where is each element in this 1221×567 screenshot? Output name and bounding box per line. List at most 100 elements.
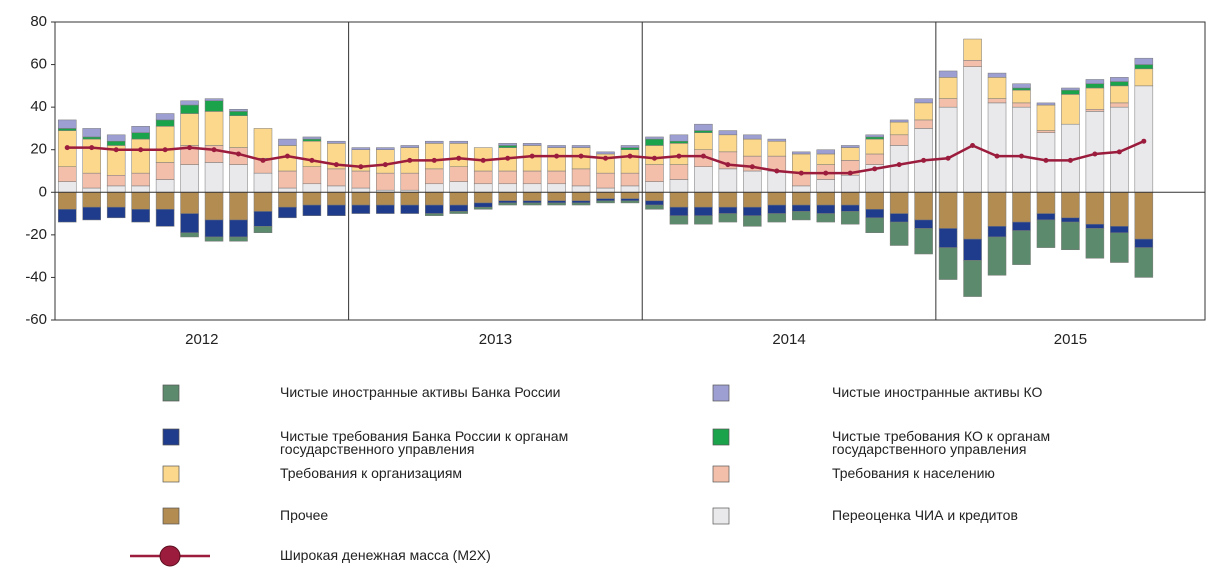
bar-segment [596,198,615,202]
bar-segment [131,126,150,133]
bar-segment [82,187,101,193]
bar-segment [865,153,884,165]
bar-segment [229,164,248,193]
bar-segment [522,183,542,193]
bar-segment [669,164,689,180]
line-marker [187,145,193,151]
bar-segment [204,236,224,242]
bar-segment [229,219,248,238]
bar-segment [718,168,738,193]
bar-segment [767,204,787,214]
bar-segment [57,128,77,131]
bar-segment [1110,226,1129,233]
bar-segment [767,213,787,223]
line-marker [651,155,657,161]
bar-segment [816,153,835,165]
bar-segment [278,138,297,146]
bar-segment [620,149,640,174]
y-tick-label: 60 [30,56,47,73]
bar-segment [131,185,150,193]
line-marker [554,153,560,159]
bar-segment [327,185,346,193]
bar-segment [645,181,664,193]
bar-segment [596,151,615,155]
bar-segment [1110,81,1129,87]
bar-segment [106,185,126,193]
bar-segment [596,200,615,204]
bar-segment [376,147,395,150]
bar-segment [498,143,517,146]
bar-segment [767,192,787,206]
bar-segment [620,200,640,204]
line-marker [89,145,95,151]
bar-segment [938,98,958,108]
bar-segment [180,164,199,193]
bar-segment [302,136,322,140]
bar-segment [669,134,689,142]
bar-segment [1012,87,1031,91]
bar-segment [522,202,542,206]
line-marker [603,155,609,161]
bar-segment [547,200,566,204]
legend-label: Требования к населению [832,465,995,481]
bar-segment [865,209,884,219]
bar-segment [1134,238,1154,248]
bar-segment [645,192,664,202]
legend-label: Чистые требования Банка России к органам… [280,428,569,457]
bar-segment [620,192,640,199]
bar-segment [57,209,77,223]
line-marker [456,155,462,161]
y-tick-label: -40 [25,268,47,285]
bar-segment [718,130,738,136]
line-marker [921,157,927,163]
line-marker [260,157,266,163]
bar-segment [131,132,150,140]
bar-segment [302,140,322,167]
bar-segment [963,66,982,193]
bar-segment [963,238,982,261]
bar-segment [425,143,444,170]
bar-segment [473,192,493,204]
bar-segment [987,226,1007,238]
bar-segment [425,192,444,206]
bar-segment [57,181,77,193]
y-tick-label: -20 [25,226,47,243]
bar-segment [278,192,297,208]
bar-segment [718,134,738,153]
bar-segment [987,77,1007,99]
bar-segment [106,175,126,187]
line-marker [1043,157,1049,163]
bar-segment [938,70,958,78]
bar-segment [1134,57,1154,65]
bar-segment [571,192,591,202]
bar-segment [1036,104,1056,131]
bar-segment [645,136,664,140]
bar-segment [816,213,835,223]
bar-segment [620,145,640,148]
line-marker [236,151,242,157]
bar-segment [106,134,126,142]
bar-segment [914,219,933,229]
bar-segment [571,168,591,187]
bar-segment [694,132,713,150]
legend-label: Требования к организациям [280,465,463,481]
bar-segment [106,140,126,146]
line-marker [823,170,829,176]
line-marker [798,170,804,176]
bar-segment [376,149,395,174]
bar-segment [669,179,689,193]
legend-swatch [712,465,730,483]
bar-segment [180,100,199,106]
bar-segment [351,147,371,150]
bar-segment [816,179,835,193]
bar-segment [1036,213,1056,221]
bar-segment [840,204,860,212]
bar-segment [694,192,713,208]
bar-segment [718,192,738,208]
bar-segment [889,192,909,214]
bar-segment [449,204,468,212]
y-tick-label: 0 [39,183,47,200]
line-marker [1067,157,1073,163]
